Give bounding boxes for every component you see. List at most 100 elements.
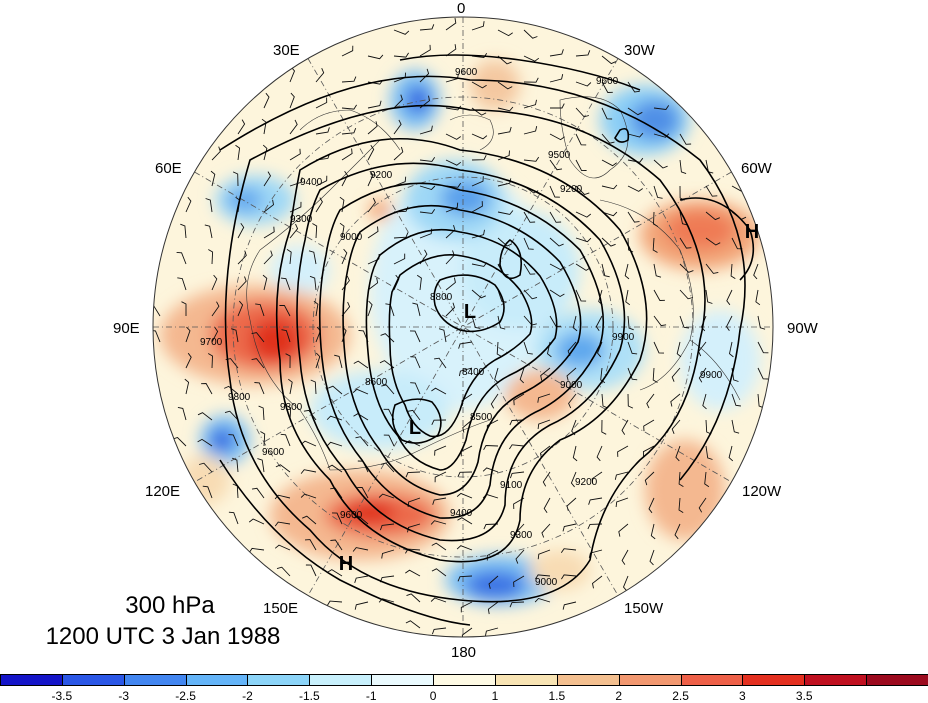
high-pressure-marker: H [745,221,759,243]
contour-label: 9400 [450,508,473,519]
wind-barb [201,383,213,395]
polar-map: 9600 9600 9500 9200 9400 9300 9200 9000 8800 8600… [152,16,774,638]
colorbar [0,674,928,688]
wind-barb [180,223,187,239]
wind-barb [309,275,317,291]
wind-barb [704,471,710,488]
wind-barb [315,127,330,135]
wind-barb [308,250,317,265]
wind-barb [549,289,565,298]
wind-barb [331,512,343,525]
wind-barb [202,485,213,499]
wind-barb [457,575,473,582]
contour-label: 9100 [500,480,523,491]
wind-barb [326,441,343,447]
wind-barb [153,329,161,343]
wind-barb [457,471,473,477]
wind-barb [698,497,707,513]
wind-barb [679,237,692,249]
colorbar-tick-label: -3.5 [51,689,73,703]
wind-barb [289,177,303,187]
wind-barb [248,518,265,525]
wind-barb [562,523,577,532]
wind-barb [456,492,473,499]
wind-barb [587,523,603,530]
wind-barb [434,357,447,369]
wind-barb [627,107,643,116]
wind-barb [251,487,265,499]
wind-barb [393,176,407,187]
wind-barb [497,315,506,330]
wind-barb [445,159,462,166]
wind-barb [367,100,382,109]
wind-barb [676,341,682,358]
wind-barb [367,277,379,291]
wind-barb [543,497,551,513]
wind-barb [496,341,502,357]
wind-barb [262,144,268,161]
wind-barb [484,627,499,637]
colorbar-tick-label: -2 [242,689,253,703]
wind-barb [334,354,343,369]
wind-barb [303,409,317,421]
wind-barb [725,315,733,331]
wind-barb [280,277,291,291]
wind-barb [542,471,551,487]
colorbar-segment [309,674,373,686]
wind-barb [289,92,295,109]
height-contours [219,54,755,626]
colorbar-segment [61,674,125,686]
wind-barb [419,24,435,31]
wind-barb [523,211,536,223]
colorbar-segment [556,674,620,686]
wind-barb [705,445,713,460]
wind-barb [339,222,345,239]
contour-label: 9400 [300,177,323,188]
meridians [153,17,773,637]
wind-barb [341,104,357,110]
wind-barb [300,493,317,499]
wind-barb [652,237,658,253]
wind-barb [497,29,513,37]
wind-barb [550,103,565,109]
wind-barb [575,159,587,172]
wind-barb [305,564,317,577]
wind-barb [549,133,565,141]
colorbar-segment [742,674,806,686]
wind-barb [566,497,577,511]
wind-barb [304,539,317,551]
wind-barb [341,148,353,161]
wind-barb [601,133,615,144]
contour-label: 9900 [612,332,635,343]
colorbar-segment [680,674,744,686]
wind-barb [232,457,239,473]
wind-barb [281,329,291,343]
wind-barb [262,274,268,291]
wind-barb [483,445,499,451]
wind-barb [705,263,719,274]
wind-barb [228,511,239,525]
wind-barb [327,600,343,606]
colorbar-tick-label: -2.5 [175,689,196,703]
wind-barb [341,248,348,265]
wind-barb [379,523,395,531]
colorbar-tick-label: -3 [118,689,130,703]
wind-barb [355,436,369,447]
wind-barb [327,464,343,473]
wind-barb [462,419,473,433]
wind-barb [380,462,395,473]
wind-barb [757,341,769,354]
wind-barb [625,289,631,306]
contour-label: 9000 [535,577,558,588]
wind-barb [513,497,525,510]
colorbar-tick-label: -1.5 [298,689,320,703]
wind-barb [726,289,733,306]
wind-barb [540,367,551,381]
wind-barb [393,253,406,265]
wind-barb [471,81,487,89]
wind-barb [624,263,630,280]
wind-barb [601,55,617,65]
low-pressure-marker: L [409,417,421,439]
wind-barb [289,148,301,161]
wind-barb [523,156,540,162]
